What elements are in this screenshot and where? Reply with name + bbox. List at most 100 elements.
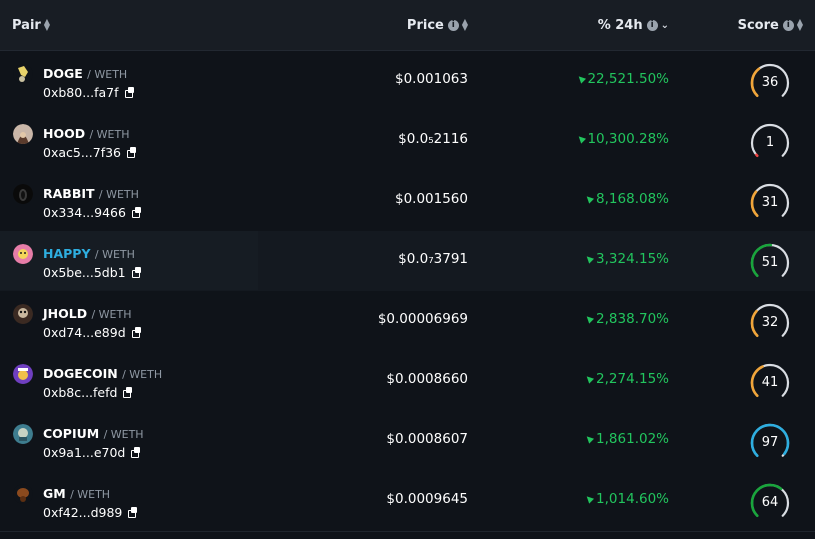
- pair-address: 0xf42...d989: [43, 505, 139, 520]
- pair-name[interactable]: HAPPY / WETH: [43, 246, 135, 261]
- table-row[interactable]: RABBIT / WETH 0x334...9466 $0.001560 ▲ 8…: [0, 171, 815, 232]
- column-header-change-24h[interactable]: % 24h i ⌄: [598, 0, 669, 50]
- change-24h: ▲ 22,521.50%: [575, 71, 669, 87]
- pair-address: 0xb80...fa7f: [43, 85, 136, 100]
- score-gauge-arc: [750, 423, 790, 458]
- score-gauge: 41: [746, 359, 794, 403]
- score-gauge-fill: [750, 243, 773, 278]
- change-24h: ▲ 2,838.70%: [583, 311, 669, 327]
- copy-icon[interactable]: [124, 87, 136, 98]
- pair-address: 0x334...9466: [43, 205, 143, 220]
- pair-name[interactable]: HOOD / WETH: [43, 126, 129, 141]
- sort-icon: ▲ ▼: [796, 17, 803, 32]
- score-gauge-fill: [750, 190, 759, 218]
- score-gauge-fill: [750, 309, 759, 338]
- copy-icon[interactable]: [131, 267, 143, 278]
- score-gauge: 36: [746, 59, 794, 103]
- quote-token: / WETH: [103, 428, 144, 441]
- info-icon[interactable]: i: [447, 19, 459, 31]
- score-value: 41: [761, 375, 779, 390]
- copy-icon[interactable]: [128, 507, 139, 518]
- table-row[interactable]: HAPPY / WETH 0x5be...5db1 $0.0₇3791 ▲ 3,…: [0, 231, 815, 292]
- address-text: 0x9a1...e70d: [43, 445, 126, 460]
- score-gauge-arc: [750, 363, 790, 398]
- token-symbol[interactable]: GM: [43, 486, 66, 501]
- change-value: 10,300.28%: [587, 131, 669, 147]
- column-header-pair[interactable]: Pair ▲ ▼: [12, 0, 50, 50]
- column-header-price[interactable]: Price i ▲ ▼: [407, 0, 468, 50]
- dogecoin-avatar-icon: [13, 364, 33, 384]
- change-value: 2,838.70%: [596, 311, 669, 327]
- score-gauge: 32: [746, 299, 794, 343]
- score-gauge: 1: [746, 119, 794, 163]
- token-symbol[interactable]: JHOLD: [43, 306, 88, 321]
- address-text: 0xb8c...fefd: [43, 385, 118, 400]
- chevron-down-icon: ⌄: [660, 19, 669, 31]
- score-gauge-arc: [750, 483, 790, 518]
- token-symbol[interactable]: HAPPY: [43, 246, 91, 261]
- pair-address: 0xd74...e89d: [43, 325, 143, 340]
- quote-token: / WETH: [98, 188, 139, 201]
- copy-icon[interactable]: [123, 387, 134, 398]
- copy-icon[interactable]: [131, 447, 142, 458]
- token-symbol[interactable]: RABBIT: [43, 186, 95, 201]
- change-value: 3,324.15%: [596, 251, 669, 267]
- token-symbol[interactable]: DOGE: [43, 66, 83, 81]
- address-text: 0x5be...5db1: [43, 265, 126, 280]
- token-symbol[interactable]: DOGECOIN: [43, 366, 118, 381]
- table-row[interactable]: DOGE / WETH 0xb80...fa7f $0.001063 ▲ 22,…: [0, 51, 815, 112]
- score-gauge-fill: [750, 67, 761, 98]
- info-icon[interactable]: i: [782, 19, 794, 31]
- table-header: Pair ▲ ▼ Price i ▲ ▼ % 24h i ⌄ Score i ▲ ▼: [0, 0, 815, 51]
- price-value: $0.001560: [394, 191, 468, 207]
- pair-address: 0xac5...7f36: [43, 145, 138, 160]
- address-text: 0xac5...7f36: [43, 145, 122, 160]
- info-icon[interactable]: i: [646, 19, 658, 31]
- table-row[interactable]: JHOLD / WETH 0xd74...e89d $0.00006969 ▲ …: [0, 291, 815, 352]
- pair-address: 0xb8c...fefd: [43, 385, 134, 400]
- table-row[interactable]: HOOD / WETH 0xac5...7f36 $0.0₅2116 ▲ 10,…: [0, 111, 815, 172]
- pair-address: 0x5be...5db1: [43, 265, 143, 280]
- change-24h: ▲ 1,014.60%: [583, 491, 669, 507]
- score-value: 51: [761, 255, 779, 270]
- price-value: $0.001063: [394, 71, 468, 87]
- table-row[interactable]: COPIUM / WETH 0x9a1...e70d $0.0008607 ▲ …: [0, 411, 815, 472]
- pair-name[interactable]: RABBIT / WETH: [43, 186, 139, 201]
- arrow-up-icon: ▲: [583, 493, 596, 505]
- arrow-up-icon: ▲: [583, 373, 596, 385]
- score-gauge-fill: [750, 483, 783, 518]
- change-value: 1,014.60%: [596, 491, 669, 507]
- pair-name[interactable]: GM / WETH: [43, 486, 110, 501]
- change-value: 1,861.02%: [596, 431, 669, 447]
- table-row[interactable]: DOGECOIN / WETH 0xb8c...fefd $0.0008660 …: [0, 351, 815, 412]
- arrow-up-icon: ▲: [583, 253, 596, 265]
- table-row[interactable]: GM / WETH 0xf42...d989 $0.0009645 ▲ 1,01…: [0, 471, 815, 532]
- gm-avatar-icon: [13, 484, 33, 504]
- pair-name[interactable]: DOGECOIN / WETH: [43, 366, 162, 381]
- score-gauge-arc: [750, 63, 790, 98]
- price-value: $0.0008660: [386, 371, 468, 387]
- copy-icon[interactable]: [127, 147, 138, 158]
- score-gauge-arc: [750, 183, 790, 218]
- score-gauge-track: [750, 123, 790, 157]
- score-gauge-fill: [750, 423, 790, 458]
- pair-name[interactable]: COPIUM / WETH: [43, 426, 144, 441]
- score-gauge-arc: [750, 243, 790, 278]
- copy-icon[interactable]: [131, 207, 143, 218]
- pair-name[interactable]: DOGE / WETH: [43, 66, 127, 81]
- score-value: 1: [765, 135, 775, 150]
- pair-name[interactable]: JHOLD / WETH: [43, 306, 131, 321]
- arrow-up-icon: ▲: [583, 313, 596, 325]
- change-value: 8,168.08%: [596, 191, 669, 207]
- copy-icon[interactable]: [131, 327, 143, 338]
- token-symbol[interactable]: COPIUM: [43, 426, 100, 441]
- happy-avatar-icon: [13, 244, 33, 264]
- column-header-score[interactable]: Score i ▲ ▼: [738, 0, 803, 50]
- arrow-up-icon: ▲: [583, 433, 596, 445]
- score-value: 31: [761, 195, 779, 210]
- column-header-pair-label: Pair: [12, 17, 41, 33]
- token-symbol[interactable]: HOOD: [43, 126, 86, 141]
- arrow-up-icon: ▲: [575, 73, 587, 85]
- quote-token: / WETH: [94, 248, 135, 261]
- change-24h: ▲ 8,168.08%: [584, 191, 669, 207]
